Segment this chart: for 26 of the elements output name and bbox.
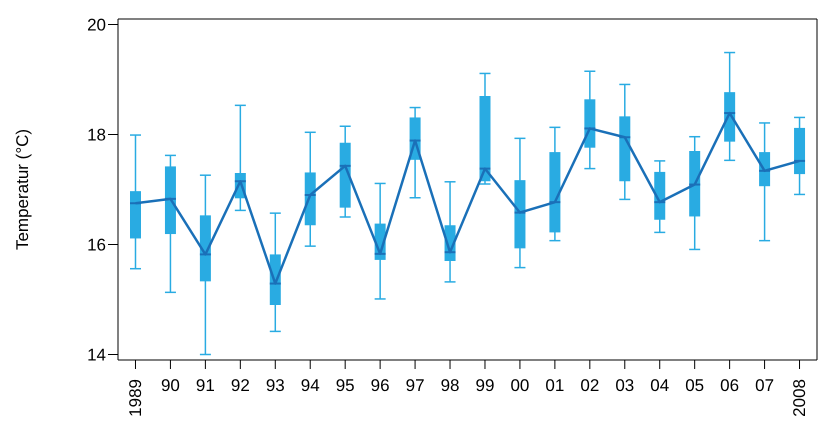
x-tick-label: 00 bbox=[510, 376, 530, 395]
x-tick-label: 01 bbox=[545, 376, 564, 395]
x-tick-label: 90 bbox=[160, 376, 180, 395]
x-tick-label: 98 bbox=[440, 376, 460, 395]
x-tick-label: 1989 bbox=[126, 379, 145, 417]
x-tick-label: 07 bbox=[755, 376, 774, 395]
x-tick-label: 97 bbox=[406, 376, 425, 395]
y-tick-label: 16 bbox=[87, 236, 106, 255]
x-tick-label: 91 bbox=[196, 376, 215, 395]
y-tick-label: 20 bbox=[87, 16, 106, 35]
x-tick-label: 96 bbox=[370, 376, 390, 395]
x-tick-label: 95 bbox=[336, 376, 355, 395]
line-series bbox=[134, 112, 801, 285]
x-tick-label: 05 bbox=[685, 376, 704, 395]
y-axis-title: Temperatur (°C) bbox=[13, 128, 32, 250]
x-tick-label: 92 bbox=[230, 376, 250, 395]
x-tick-label: 03 bbox=[615, 376, 634, 395]
x-tick-label: 2008 bbox=[790, 379, 810, 417]
x-tick-label: 02 bbox=[580, 376, 600, 395]
x-tick-label: 94 bbox=[300, 376, 320, 395]
y-tick-label: 14 bbox=[87, 346, 106, 365]
x-tick-label: 06 bbox=[720, 376, 740, 395]
x-tick-label: 99 bbox=[476, 376, 494, 395]
y-tick-label: 18 bbox=[87, 126, 106, 145]
x-tick-label: 04 bbox=[650, 376, 670, 395]
x-tick-label: 93 bbox=[266, 376, 285, 395]
